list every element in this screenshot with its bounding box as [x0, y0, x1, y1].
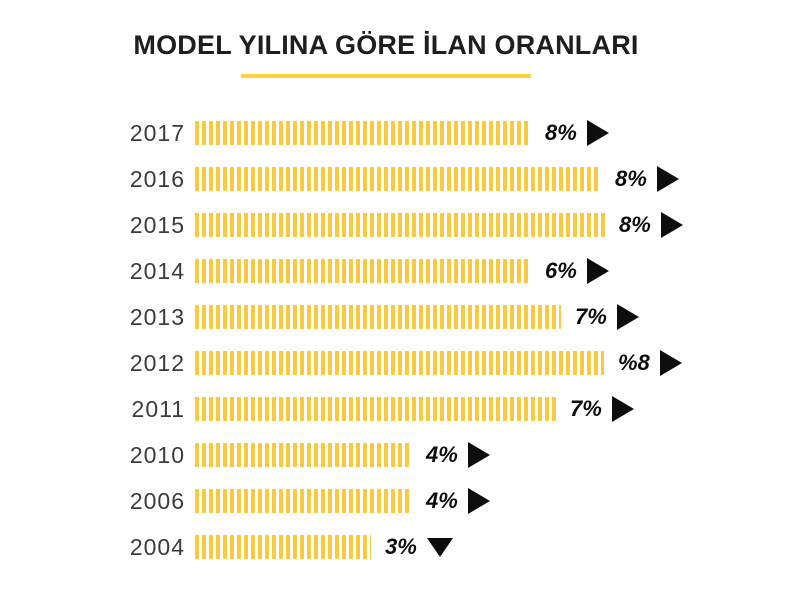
chart-row: 2012 %8	[0, 340, 800, 386]
chart-row: 2016 8%	[0, 156, 800, 202]
year-label: 2012	[129, 349, 185, 376]
year-label: 2004	[129, 533, 185, 560]
arrow-right-icon	[467, 488, 490, 514]
arrow-down-icon	[426, 537, 453, 557]
arrow-right-icon	[586, 258, 609, 284]
value-label: 7%	[575, 304, 607, 329]
arrow-right-icon	[611, 396, 634, 422]
value-label: 4%	[426, 488, 458, 513]
year-label: 2017	[129, 119, 185, 146]
arrow-right-icon	[659, 350, 682, 376]
value-label: 7%	[570, 396, 602, 421]
value-label: 4%	[426, 442, 458, 467]
arrow-right-icon	[660, 212, 683, 238]
chart-row: 2006 4%	[0, 478, 800, 524]
value-label: 3%	[385, 534, 417, 559]
striped-bar	[195, 397, 556, 421]
arrow-right-icon	[467, 442, 490, 468]
value-label: %8	[618, 350, 650, 375]
year-label: 2014	[129, 257, 185, 284]
striped-bar	[195, 213, 605, 237]
arrow-right-icon	[656, 166, 679, 192]
year-label: 2015	[129, 211, 185, 238]
striped-bar	[195, 305, 561, 329]
striped-bar	[195, 167, 601, 191]
value-label: 8%	[615, 166, 647, 191]
chart-row: 2004 3%	[0, 524, 800, 570]
chart-row: 2011 7%	[0, 386, 800, 432]
striped-bar	[195, 489, 412, 513]
striped-bar	[195, 121, 531, 145]
page-title: MODEL YILINA GÖRE İLAN ORANLARI	[133, 30, 639, 60]
striped-bar	[195, 535, 371, 559]
value-label: 8%	[619, 212, 651, 237]
year-label: 2006	[129, 487, 185, 514]
year-label: 2011	[131, 395, 185, 422]
chart-row: 2017 8%	[0, 110, 800, 156]
chart-row: 2015 8%	[0, 202, 800, 248]
chart-row: 2014 6%	[0, 248, 800, 294]
year-label: 2010	[129, 441, 185, 468]
chart-header: MODEL YILINA GÖRE İLAN ORANLARI	[0, 30, 786, 78]
striped-bar	[195, 259, 531, 283]
arrow-right-icon	[586, 120, 609, 146]
chart-row: 2013 7%	[0, 294, 800, 340]
striped-bar	[195, 443, 412, 467]
value-label: 8%	[545, 120, 577, 145]
chart-rows: 2017 8% 2016 8% 2015 8% 2014 6% 2013 7% 2012 %8 2011…	[0, 110, 800, 570]
title-underline	[241, 74, 531, 78]
chart-row: 2010 4%	[0, 432, 800, 478]
year-label: 2016	[129, 165, 185, 192]
arrow-right-icon	[616, 304, 639, 330]
striped-bar	[195, 351, 604, 375]
year-label: 2013	[129, 303, 185, 330]
value-label: 6%	[545, 258, 577, 283]
